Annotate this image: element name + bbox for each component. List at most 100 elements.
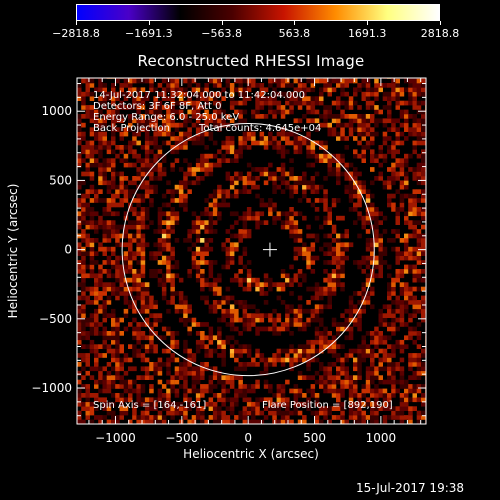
heatmap-cell <box>217 118 222 124</box>
heatmap-cell <box>374 122 379 128</box>
heatmap-cell <box>85 145 90 150</box>
heatmap-cell <box>306 118 311 124</box>
heatmap-cell <box>336 370 341 376</box>
heatmap-cell <box>115 153 120 159</box>
heatmap-cell <box>276 353 282 358</box>
heatmap-cell <box>225 379 231 385</box>
heatmap-cell <box>208 260 214 265</box>
heatmap-cell <box>387 282 392 287</box>
heatmap-cell <box>310 109 316 115</box>
heatmap-cell <box>170 114 175 119</box>
heatmap-cell <box>217 109 222 115</box>
heatmap-cell <box>357 83 362 88</box>
heatmap-cell <box>157 211 163 217</box>
heatmap-cell <box>170 277 175 283</box>
heatmap-cell <box>289 344 294 349</box>
heatmap-cell <box>221 375 226 380</box>
heatmap-cell <box>119 224 124 230</box>
heatmap-cell <box>234 366 239 372</box>
heatmap-cell <box>132 189 137 194</box>
heatmap-cell <box>340 362 345 367</box>
heatmap-cell <box>387 264 392 270</box>
heatmap-cell <box>391 176 396 181</box>
heatmap-cell <box>229 410 235 416</box>
heatmap-cell <box>361 153 366 159</box>
heatmap-cell <box>242 415 248 420</box>
heatmap-cell <box>276 91 282 97</box>
heatmap-cell <box>361 136 366 141</box>
heatmap-cell <box>89 220 95 225</box>
heatmap-cell <box>263 370 269 376</box>
heatmap-cell <box>336 401 341 407</box>
heatmap-cell <box>166 401 171 407</box>
heatmap-cell <box>387 357 392 363</box>
heatmap-cell <box>178 136 184 141</box>
heatmap-cell <box>191 242 197 248</box>
heatmap-cell <box>157 176 163 181</box>
heatmap-cell <box>140 96 146 101</box>
heatmap-cell <box>378 255 383 261</box>
heatmap-cell <box>77 215 82 221</box>
heatmap-cell <box>242 140 248 146</box>
heatmap-cell <box>365 246 371 252</box>
heatmap-cell <box>399 357 405 363</box>
heatmap-cell <box>408 326 413 332</box>
heatmap-cell <box>340 162 345 168</box>
heatmap-cell <box>306 180 311 186</box>
heatmap-cell <box>94 220 99 225</box>
heatmap-cell <box>174 91 180 97</box>
heatmap-cell <box>225 308 231 314</box>
heatmap-cell <box>144 300 150 305</box>
heatmap-cell <box>89 260 95 265</box>
heatmap-cell <box>361 348 366 354</box>
heatmap-cell <box>221 145 226 150</box>
heatmap-cell <box>293 246 299 252</box>
heatmap-cell <box>310 295 316 301</box>
heatmap-cell <box>395 300 400 305</box>
heatmap-cell <box>98 224 103 230</box>
heatmap-cell <box>370 375 375 380</box>
heatmap-cell <box>183 193 188 199</box>
heatmap-cell <box>132 211 137 217</box>
heatmap-cell <box>319 224 324 230</box>
heatmap-cell <box>81 229 86 234</box>
heatmap-cell <box>94 198 99 203</box>
heatmap-cell <box>319 140 324 146</box>
heatmap-cell <box>128 207 133 212</box>
heatmap-cell <box>391 326 396 332</box>
heatmap-cell <box>246 229 252 234</box>
heatmap-cell <box>344 242 349 248</box>
heatmap-cell <box>382 83 388 88</box>
heatmap-cell <box>391 145 396 150</box>
heatmap-cell <box>234 357 239 363</box>
heatmap-cell <box>246 83 252 88</box>
heatmap-cell <box>272 401 277 407</box>
heatmap-cell <box>374 83 379 88</box>
heatmap-cell <box>208 229 214 234</box>
heatmap-cell <box>246 171 252 177</box>
heatmap-cell <box>81 215 86 221</box>
heatmap-cell <box>387 114 392 119</box>
annotation-flare-position: Flare Position = [892,190] <box>262 400 393 411</box>
heatmap-cell <box>111 127 116 132</box>
heatmap-cell <box>229 384 235 389</box>
heatmap-cell <box>128 286 133 292</box>
heatmap-cell <box>387 238 392 243</box>
heatmap-cell <box>229 100 235 106</box>
heatmap-cell <box>323 388 328 394</box>
heatmap-cell <box>408 100 413 106</box>
heatmap-cell <box>106 207 112 212</box>
heatmap-cell <box>102 211 107 217</box>
heatmap-cell <box>136 215 141 221</box>
heatmap-cell <box>344 370 349 376</box>
heatmap-cell <box>208 375 214 380</box>
heatmap-cell <box>132 282 137 287</box>
heatmap-cell <box>85 224 90 230</box>
heatmap-cell <box>421 313 426 318</box>
heatmap-cell <box>136 277 141 283</box>
heatmap-cell <box>272 353 277 358</box>
heatmap-cell <box>348 193 354 199</box>
heatmap-cell <box>276 184 282 190</box>
heatmap-cell <box>119 233 124 239</box>
heatmap-cell <box>200 339 205 345</box>
